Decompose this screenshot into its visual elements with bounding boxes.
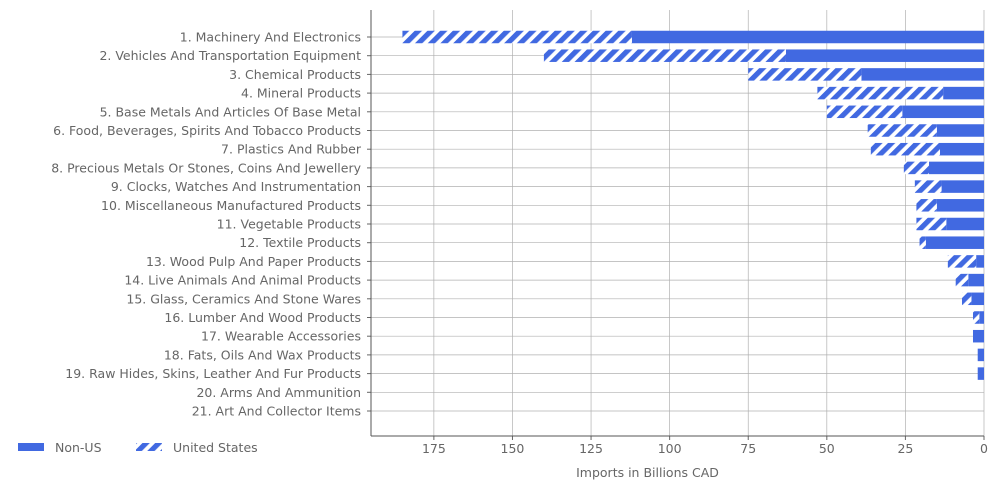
bar-united-states [914,180,942,193]
x-axis-title: Imports in Billions CAD [576,465,719,480]
axis-layer [367,10,985,440]
bar-united-states [916,199,937,212]
bar-non-us [861,68,984,81]
category-label: 20. Arms And Ammunition [196,385,361,400]
bar-non-us [977,348,984,362]
category-label: 15. Glass, Ceramics And Stone Wares [126,291,361,306]
category-label: 2. Vehicles And Transportation Equipment [99,48,361,63]
bar-non-us [925,236,984,249]
bar-non-us [785,49,984,62]
bar-united-states [826,105,903,119]
legend-label-non-us: Non-US [55,440,102,455]
bar-non-us [979,311,984,324]
legend-swatch-united-states [136,443,162,451]
bar-non-us [902,105,984,119]
category-label: 13. Wood Pulp And Paper Products [146,254,361,269]
category-label: 10. Miscellaneous Manufactured Products [101,198,361,213]
bar-united-states [867,124,937,137]
category-label: 17. Wearable Accessories [201,329,361,344]
bar-united-states [870,142,940,156]
bar-non-us [976,255,984,268]
bar-non-us [941,180,984,193]
bar-non-us [936,124,984,137]
x-tick-label: 25 [897,441,913,456]
category-label: 6. Food, Beverages, Spirits And Tobacco … [53,123,361,138]
legend: Non-US United States [18,440,258,455]
bar-non-us [936,199,984,212]
bar-united-states [402,30,632,44]
category-label: 8. Precious Metals Or Stones, Coins And … [51,160,361,175]
category-label: 3. Chemical Products [229,67,361,82]
x-tick-label: 150 [501,441,525,456]
category-label: 19. Raw Hides, Skins, Leather And Fur Pr… [65,366,361,381]
x-tick-label: 125 [579,441,603,456]
bar-united-states [748,68,862,81]
category-label: 5. Base Metals And Articles Of Base Meta… [100,104,361,119]
bar-united-states [955,273,969,287]
category-label: 4. Mineral Products [241,86,361,101]
category-label: 7. Plastics And Rubber [221,142,362,157]
category-label: 1. Machinery And Electronics [180,30,361,45]
bar-united-states [903,161,929,175]
bar-non-us [968,273,984,287]
legend-label-united-states: United States [173,440,258,455]
bar-layer [402,30,984,380]
category-label: 11. Vegetable Products [217,217,361,232]
bar-non-us [972,329,984,343]
bar-united-states [916,217,947,231]
category-label: 21. Art And Collector Items [192,404,361,419]
bar-non-us [939,142,984,156]
bar-united-states [972,311,980,324]
category-label: 14. Live Animals And Animal Products [124,273,361,288]
category-label: 18. Fats, Oils And Wax Products [164,347,361,362]
category-label: 16. Lumber And Wood Products [164,310,361,325]
category-label: 12. Textile Products [239,235,361,250]
bar-united-states [919,236,926,249]
category-label: 9. Clocks, Watches And Instrumentation [111,179,361,194]
bar-non-us [631,30,984,44]
bar-non-us [946,217,984,231]
x-tick-label: 0 [980,441,988,456]
bar-non-us [971,292,984,306]
x-tick-label: 75 [740,441,756,456]
bar-non-us [928,161,984,175]
legend-swatch-non-us [18,443,44,451]
label-layer: 175 150 125 100 75 50 25 0 1. Machinery And Elec… [51,30,988,457]
bar-united-states [817,86,944,100]
bar-non-us [943,86,984,100]
bar-non-us [977,367,984,380]
x-tick-label: 50 [819,441,835,456]
x-tick-label: 175 [422,441,446,456]
bar-united-states [947,255,977,268]
bar-united-states [543,49,786,62]
x-tick-label: 100 [658,441,682,456]
bar-united-states [961,292,972,306]
